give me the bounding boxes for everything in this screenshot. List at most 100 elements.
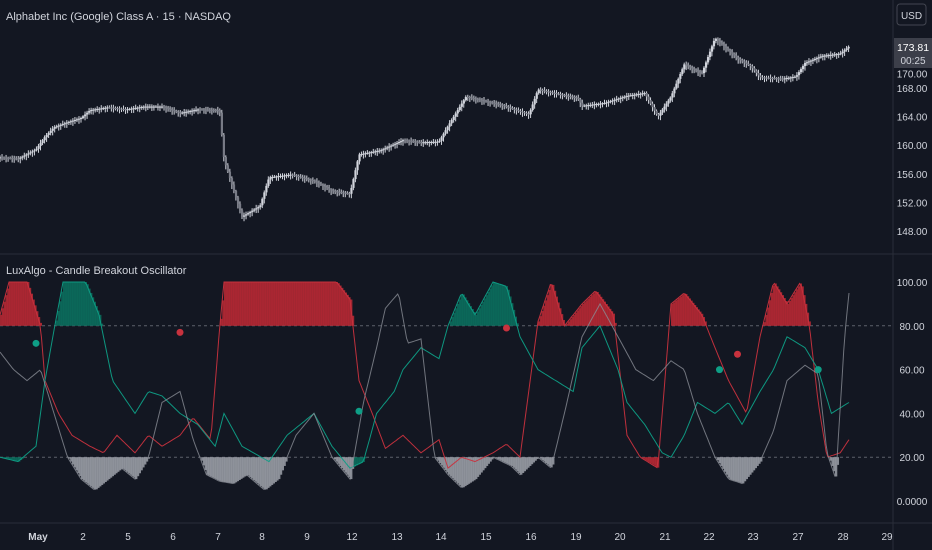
- candle: [301, 174, 304, 182]
- bear-fill-upper: [7, 288, 10, 326]
- bear-fill-upper: [306, 282, 310, 326]
- candle: [11, 155, 14, 163]
- candle: [82, 115, 85, 120]
- bear-fill-upper: [788, 300, 792, 326]
- gray-fill-lower: [751, 457, 754, 473]
- gray-fill-lower: [541, 457, 544, 461]
- bear-fill-upper: [12, 282, 15, 326]
- bull-fill-upper: [90, 292, 93, 326]
- price-pane[interactable]: [0, 37, 893, 222]
- currency-button[interactable]: [896, 3, 927, 26]
- gray-fill-lower: [82, 457, 86, 481]
- candle: [553, 90, 556, 98]
- candle: [426, 139, 429, 146]
- candle: [781, 75, 784, 82]
- candle: [118, 106, 121, 114]
- bear-fill-upper: [693, 304, 697, 326]
- bear-fill-upper: [690, 300, 693, 326]
- bear-fill-upper: [792, 295, 795, 326]
- bear-fill-lower: [641, 457, 644, 458]
- candle: [362, 150, 365, 159]
- candle: [422, 139, 425, 147]
- bull-fill-upper: [449, 321, 453, 326]
- gray-fill-lower: [238, 457, 241, 480]
- time-axis-tick-label: 20: [614, 532, 626, 543]
- candle: [511, 106, 514, 110]
- bear-fill-upper: [283, 282, 286, 326]
- gray-fill-lower: [337, 457, 340, 464]
- candle: [559, 91, 562, 99]
- gray-fill-lower: [455, 457, 458, 482]
- gray-fill-lower: [135, 457, 138, 480]
- bull-fill-lower: [357, 457, 360, 465]
- candle: [400, 138, 403, 146]
- gray-fill-lower: [469, 457, 472, 483]
- gray-fill-lower: [254, 457, 257, 482]
- bear-fill-upper: [339, 285, 342, 326]
- candle: [267, 176, 270, 188]
- gray-fill-lower: [548, 457, 551, 466]
- gray-fill-lower: [209, 457, 213, 477]
- bear-fill-upper: [308, 282, 311, 326]
- gray-fill-lower: [507, 457, 510, 465]
- candle: [839, 50, 842, 56]
- time-axis[interactable]: May 2 5 6 7 8 9 12 13 14 15 16 19 20 21 22 23 27 28 29: [28, 532, 893, 543]
- time-axis-tick-label: 8: [259, 532, 265, 543]
- gray-fill-lower: [503, 457, 507, 463]
- candle: [41, 139, 44, 146]
- gray-fill-lower: [550, 457, 553, 468]
- bear-fill-upper: [288, 282, 292, 326]
- bear-fill-upper: [785, 300, 788, 326]
- bull-fill-upper: [489, 288, 492, 326]
- gray-fill-lower: [218, 457, 222, 481]
- bear-fill-upper: [324, 282, 328, 326]
- candle: [647, 94, 650, 104]
- candle: [531, 101, 534, 112]
- candle: [557, 92, 560, 96]
- breakout-dot: [32, 339, 40, 347]
- bear-fill-upper: [39, 322, 42, 326]
- bear-fill-upper: [274, 282, 277, 326]
- bull-fill-upper: [500, 284, 503, 326]
- candle: [739, 57, 742, 64]
- bear-fill-upper: [539, 316, 543, 326]
- symbol-title[interactable]: Alphabet Inc (Google) Class A · 15 · NAS…: [6, 11, 231, 23]
- oscillator-pane[interactable]: [0, 281, 893, 490]
- gray-fill-lower: [476, 457, 480, 477]
- bull-fill-lower: [3, 457, 6, 459]
- candle: [43, 135, 46, 144]
- price-axis[interactable]: 148.00 152.00 156.00 160.00 164.00 168.00 170.…: [897, 70, 928, 238]
- candle: [835, 53, 838, 59]
- bear-fill-upper: [333, 282, 337, 326]
- candle: [259, 203, 262, 210]
- candle: [346, 191, 349, 195]
- bear-fill-upper: [774, 283, 777, 326]
- candle: [807, 58, 811, 65]
- oscillator-axis[interactable]: 100.00 80.00 60.00 40.00 20.00 0.0000: [897, 278, 928, 508]
- bear-fill-upper: [0, 314, 3, 326]
- candle: [448, 120, 451, 132]
- candle: [130, 106, 133, 114]
- bull-fill-upper: [512, 309, 516, 326]
- candle: [452, 114, 455, 123]
- candle: [110, 104, 113, 112]
- candle: [729, 48, 732, 56]
- candle: [823, 54, 826, 61]
- bull-fill-upper: [77, 282, 80, 326]
- bear-fill-upper: [326, 282, 329, 326]
- bull-fill-upper: [503, 285, 507, 326]
- gray-fill-lower: [70, 457, 73, 462]
- indicator-title[interactable]: LuxAlgo - Candle Breakout Oscillator: [6, 265, 187, 277]
- candle: [470, 94, 474, 101]
- bear-fill-upper: [538, 321, 541, 326]
- gray-line: [0, 292, 850, 490]
- gray-fill-lower: [437, 457, 440, 461]
- bear-fill-upper: [778, 289, 781, 326]
- bear-fill-upper: [21, 282, 24, 326]
- bull-fill-upper: [100, 323, 104, 326]
- candle: [31, 149, 34, 157]
- gray-fill-lower: [249, 457, 252, 478]
- candle: [428, 140, 431, 147]
- candle: [837, 52, 840, 58]
- gray-fill-lower: [247, 457, 250, 476]
